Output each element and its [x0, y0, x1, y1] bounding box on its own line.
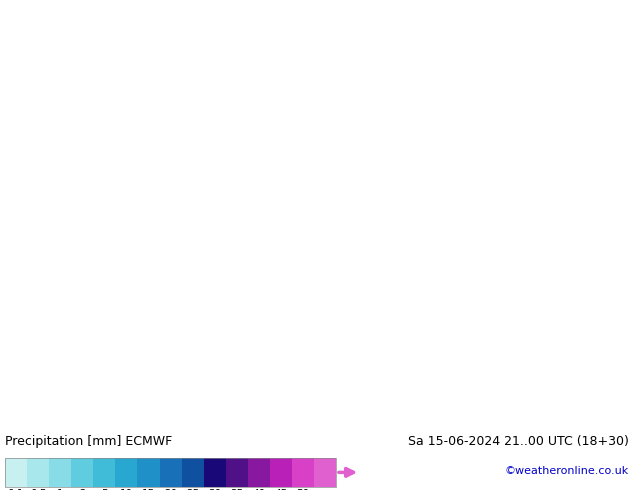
- Bar: [181, 458, 204, 487]
- Bar: [71, 458, 93, 487]
- Bar: [204, 458, 226, 487]
- Bar: [93, 458, 115, 487]
- Text: 25: 25: [186, 489, 199, 490]
- Text: 30: 30: [208, 489, 221, 490]
- Bar: [160, 458, 181, 487]
- Text: 45: 45: [275, 489, 287, 490]
- Bar: [5, 458, 336, 487]
- Text: Sa 15-06-2024 21..00 UTC (18+30): Sa 15-06-2024 21..00 UTC (18+30): [408, 435, 629, 448]
- Text: 50: 50: [296, 489, 309, 490]
- Bar: [270, 458, 292, 487]
- Bar: [27, 458, 49, 487]
- Bar: [248, 458, 270, 487]
- Bar: [138, 458, 160, 487]
- Text: 0.1: 0.1: [8, 489, 24, 490]
- Text: Precipitation [mm] ECMWF: Precipitation [mm] ECMWF: [5, 435, 172, 448]
- Bar: [226, 458, 248, 487]
- Text: 40: 40: [252, 489, 266, 490]
- Text: 20: 20: [164, 489, 177, 490]
- Text: 2: 2: [79, 489, 86, 490]
- Bar: [292, 458, 314, 487]
- Bar: [314, 458, 336, 487]
- Text: 15: 15: [142, 489, 155, 490]
- Bar: [49, 458, 71, 487]
- Text: 10: 10: [120, 489, 133, 490]
- Text: 35: 35: [230, 489, 243, 490]
- Text: 5: 5: [101, 489, 108, 490]
- Text: ©weatheronline.co.uk: ©weatheronline.co.uk: [505, 466, 629, 476]
- Bar: [5, 458, 27, 487]
- Bar: [115, 458, 138, 487]
- Text: 1: 1: [57, 489, 63, 490]
- Text: 0.5: 0.5: [30, 489, 46, 490]
